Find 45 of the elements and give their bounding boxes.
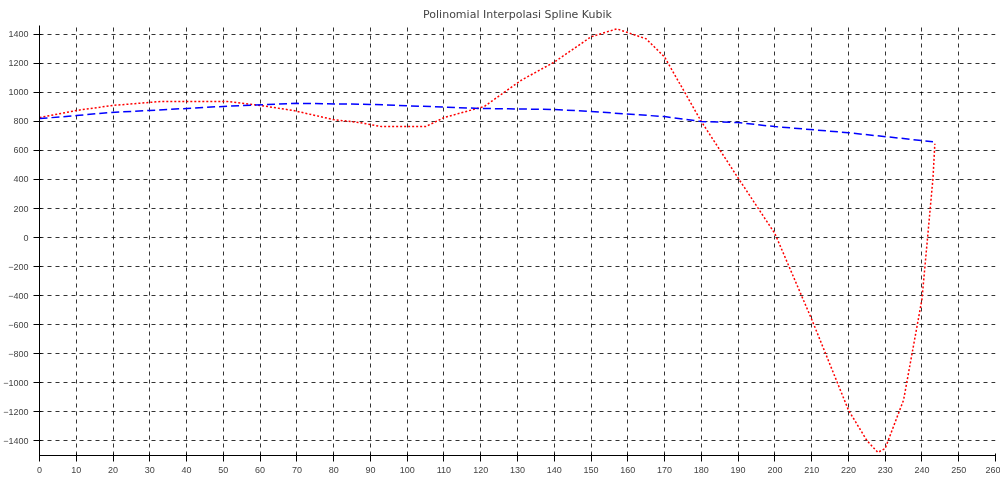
x-tick-label: 200 (767, 464, 783, 475)
y-tick-label: −800 (8, 348, 29, 359)
x-tick-label: 20 (108, 464, 119, 475)
x-tick-label: 80 (328, 464, 339, 475)
line-series (39, 102, 934, 143)
x-tick-label: 70 (291, 464, 302, 475)
x-tick-label: 210 (804, 464, 820, 475)
x-tick-label: 140 (546, 464, 562, 475)
x-tick-label: 170 (657, 464, 673, 475)
x-tick-label: 130 (509, 464, 526, 475)
x-tick-label: 150 (583, 464, 599, 475)
x-tick-label: 50 (218, 464, 229, 475)
y-tick-label: −200 (8, 261, 29, 272)
y-tick-label: −600 (8, 319, 29, 330)
y-tick-label: −1000 (3, 377, 29, 388)
y-tick-label: 800 (13, 116, 29, 127)
y-tick-label: 1400 (8, 29, 29, 40)
x-tick-label: 110 (436, 464, 452, 475)
y-tick-label: 1000 (8, 87, 29, 98)
x-tick-label: 120 (473, 464, 489, 475)
x-tick-label: 10 (71, 464, 82, 475)
x-tick-label: 250 (951, 464, 967, 475)
y-tick-label: −400 (8, 290, 29, 301)
x-tick-label: 220 (840, 464, 856, 475)
y-tick-label: 1200 (8, 58, 29, 69)
x-tick-label: 260 (985, 464, 1001, 475)
x-tick-label: 230 (877, 464, 893, 475)
x-tick-label: 0 (37, 464, 43, 475)
x-tick-label: 40 (181, 464, 192, 475)
x-tick-label: 100 (399, 464, 415, 475)
y-tick-label: −1400 (3, 435, 29, 446)
x-tick-label: 30 (144, 464, 155, 475)
line-series (39, 28, 936, 454)
x-tick-label: 60 (255, 464, 266, 475)
x-tick-label: 240 (914, 464, 930, 475)
y-tick-label: −1200 (3, 406, 29, 417)
y-tick-label: 0 (23, 232, 29, 243)
x-tick-label: 160 (620, 464, 636, 475)
x-tick-label: 190 (730, 464, 746, 475)
x-tick-label: 180 (693, 464, 709, 475)
y-tick-label: 200 (13, 203, 29, 214)
y-tick-label: 400 (13, 174, 29, 185)
y-tick-label: 600 (13, 145, 29, 156)
chart-title: Polinomial Interpolasi Spline Kubik (423, 7, 613, 21)
x-tick-label: 90 (365, 464, 376, 475)
